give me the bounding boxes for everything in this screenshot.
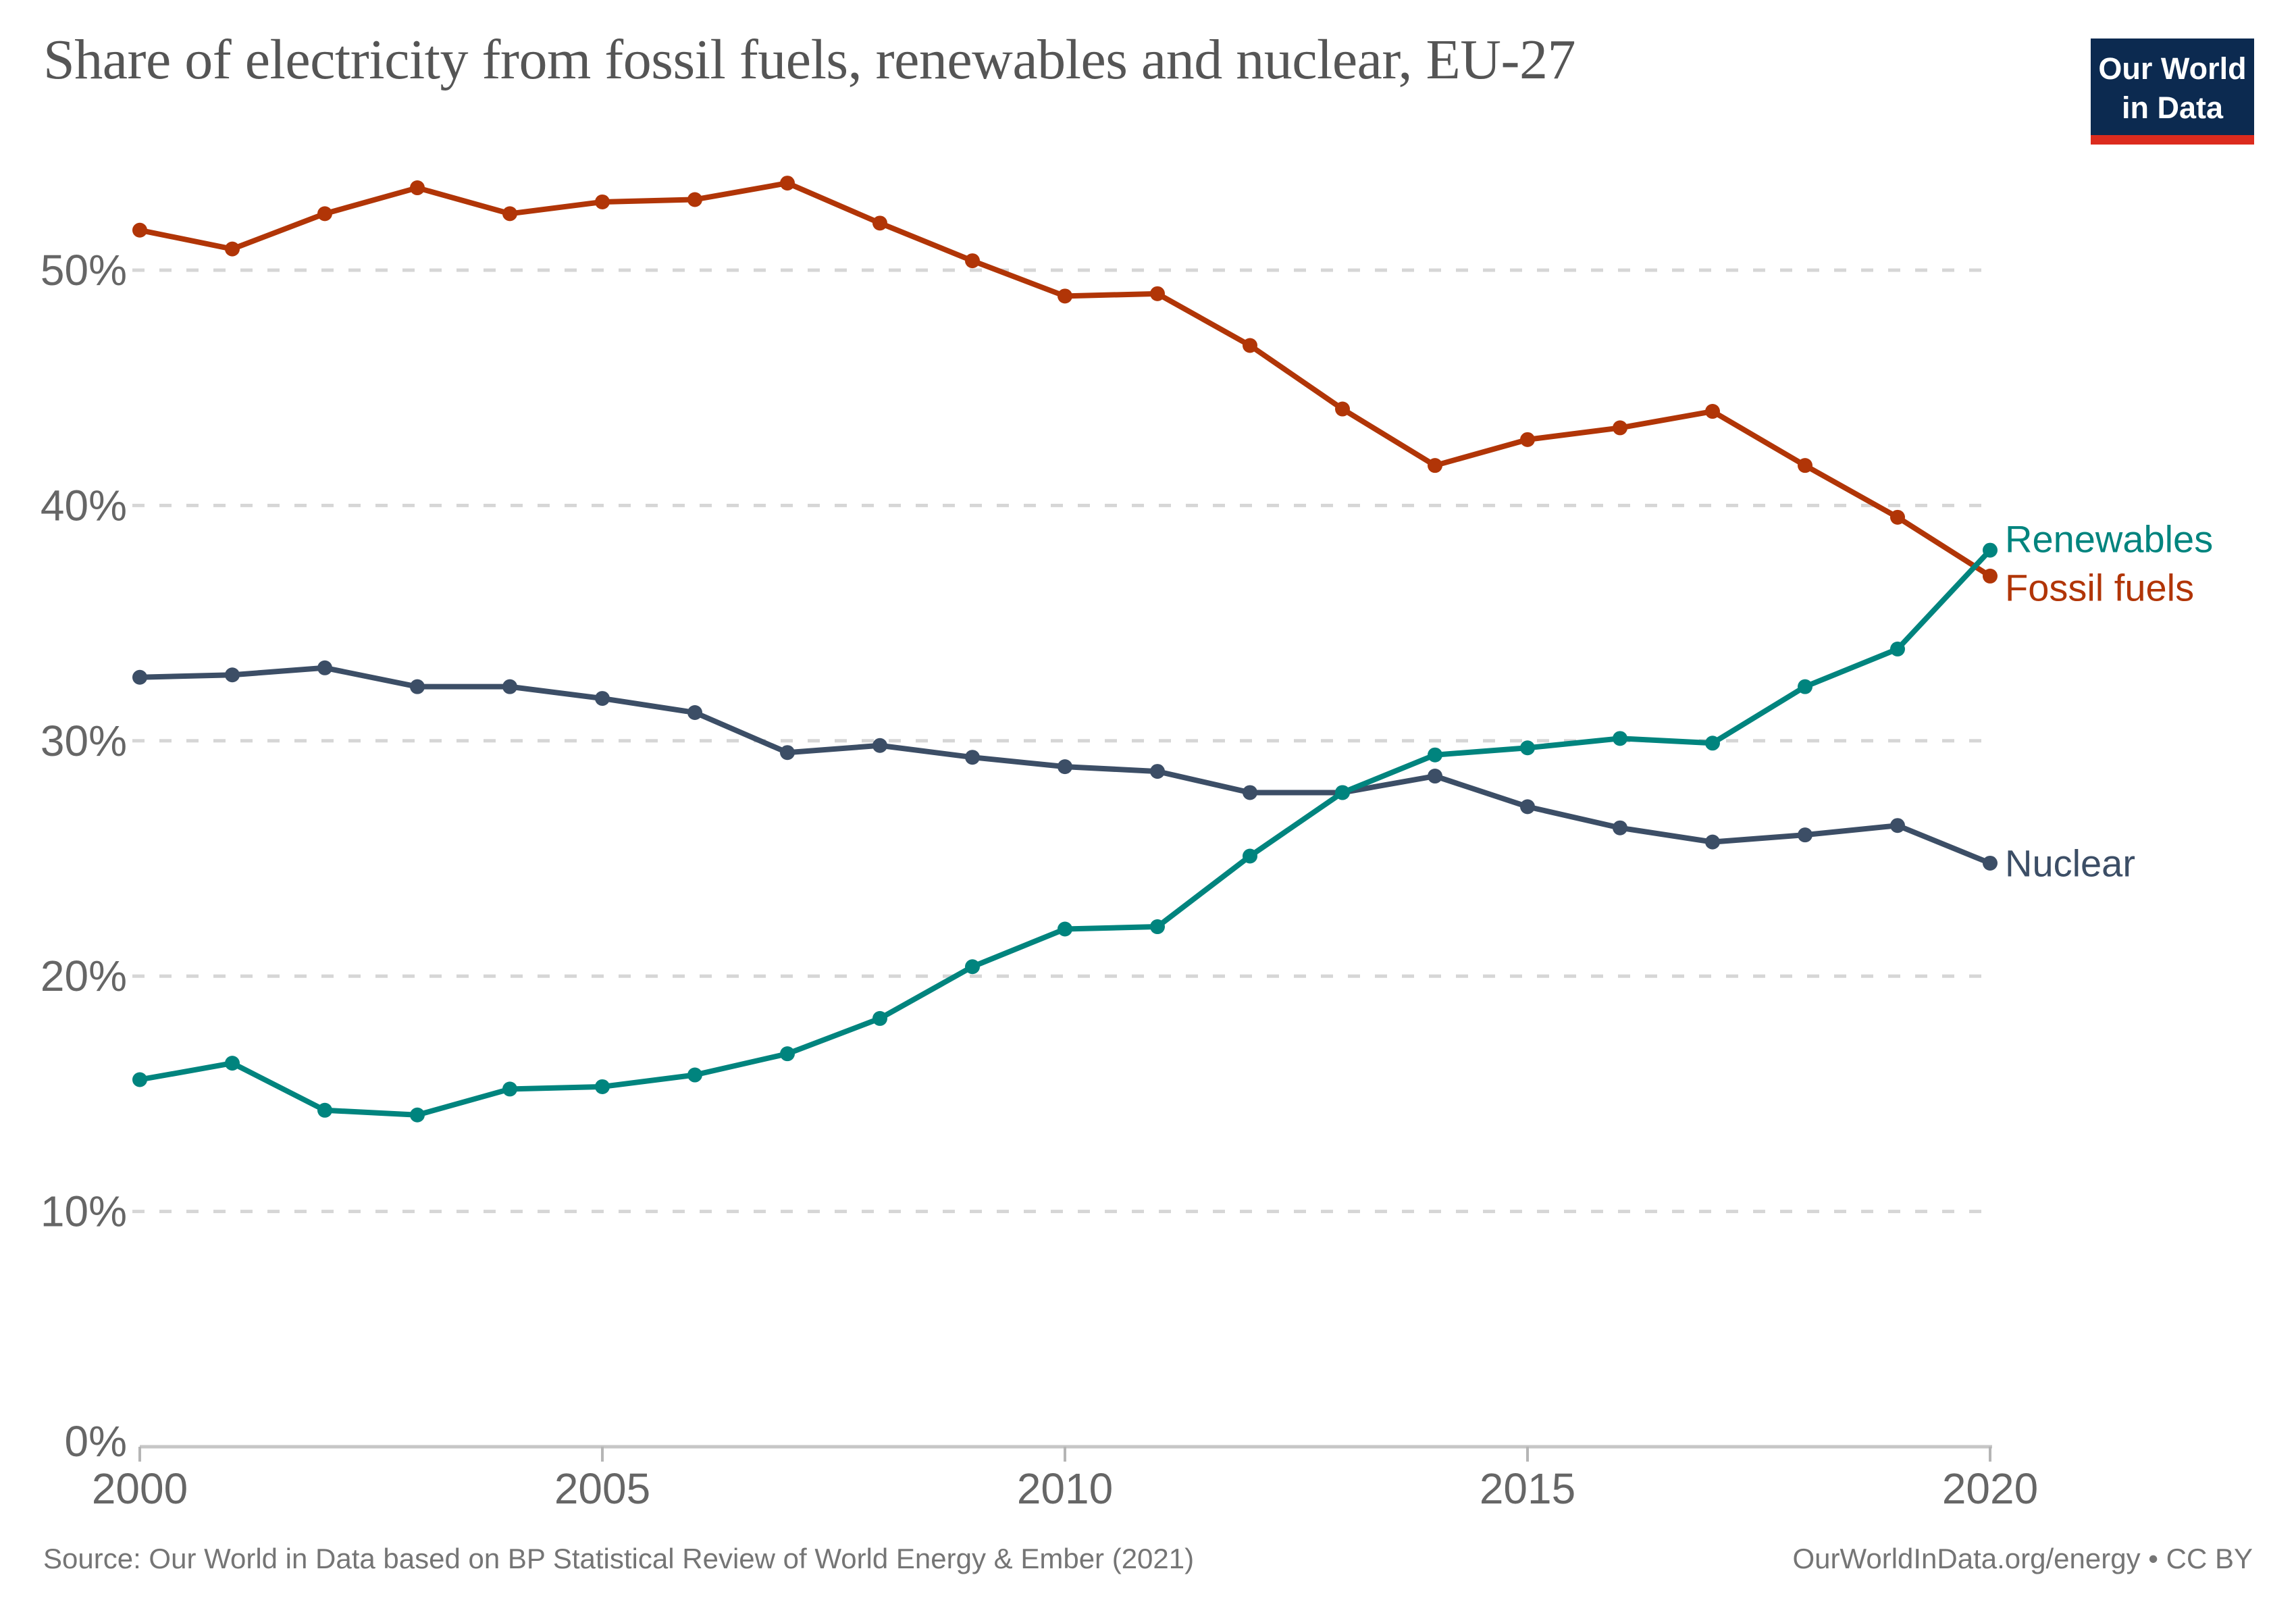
series-point-renewables-2001[interactable] (225, 1056, 240, 1071)
series-point-fossil-fuels-2002[interactable] (317, 206, 332, 222)
series-point-fossil-fuels-2015[interactable] (1520, 432, 1535, 447)
series-point-renewables-2013[interactable] (1335, 785, 1350, 800)
series-point-renewables-2004[interactable] (502, 1081, 517, 1097)
owid-logo-stripe (2091, 135, 2254, 145)
series-point-renewables-2019[interactable] (1890, 641, 1905, 657)
series-point-fossil-fuels-2006[interactable] (687, 192, 702, 207)
series-point-nuclear-2016[interactable] (1613, 820, 1627, 835)
series-point-renewables-2010[interactable] (1058, 921, 1072, 937)
series-point-fossil-fuels-2007[interactable] (780, 176, 795, 191)
series-point-nuclear-2015[interactable] (1520, 799, 1535, 815)
series-point-fossil-fuels-2019[interactable] (1890, 509, 1905, 525)
series-end-label-nuclear[interactable]: Nuclear (2005, 842, 2135, 884)
series-point-renewables-2000[interactable] (132, 1072, 147, 1087)
series-point-fossil-fuels-2000[interactable] (132, 222, 147, 238)
series-point-renewables-2014[interactable] (1428, 747, 1442, 763)
series-point-nuclear-2005[interactable] (595, 691, 610, 706)
series-point-renewables-2009[interactable] (965, 959, 980, 975)
x-tick-label-2005: 2005 (554, 1464, 650, 1513)
series-point-nuclear-2008[interactable] (872, 738, 887, 753)
series-point-renewables-2002[interactable] (317, 1102, 332, 1118)
y-tick-label-20: 20% (41, 952, 127, 1000)
series-point-renewables-2005[interactable] (595, 1079, 610, 1094)
y-tick-label-0: 0% (65, 1417, 128, 1466)
series-point-fossil-fuels-2012[interactable] (1243, 338, 1257, 353)
series-point-renewables-2016[interactable] (1613, 731, 1627, 746)
credit-link[interactable]: OurWorldInData.org/energy • CC BY (1792, 1543, 2253, 1574)
series-point-fossil-fuels-2018[interactable] (1798, 458, 1812, 473)
series-point-fossil-fuels-2001[interactable] (225, 241, 240, 257)
series-end-label-fossil-fuels[interactable]: Fossil fuels (2005, 566, 2194, 609)
series-point-fossil-fuels-2014[interactable] (1428, 458, 1442, 473)
series-point-nuclear-2014[interactable] (1428, 769, 1442, 784)
owid-logo-line1: Our World (2098, 51, 2247, 86)
series-line-renewables[interactable] (137, 547, 1993, 1118)
series-point-nuclear-2006[interactable] (687, 704, 702, 720)
y-tick-label-40: 40% (41, 481, 127, 530)
owid-logo[interactable]: Our World in Data (2091, 38, 2254, 145)
series-point-fossil-fuels-2016[interactable] (1613, 420, 1627, 436)
series-point-fossil-fuels-2011[interactable] (1150, 286, 1165, 301)
series-point-nuclear-2004[interactable] (502, 679, 517, 694)
series-point-renewables-2017[interactable] (1705, 736, 1720, 751)
series-point-fossil-fuels-2008[interactable] (872, 215, 887, 231)
x-tick-label-2000: 2000 (92, 1464, 188, 1513)
series-point-fossil-fuels-2004[interactable] (502, 206, 517, 222)
series-point-renewables-2011[interactable] (1150, 919, 1165, 935)
series-point-nuclear-2019[interactable] (1890, 818, 1905, 833)
series-point-fossil-fuels-2010[interactable] (1058, 288, 1072, 304)
series-point-nuclear-2012[interactable] (1243, 785, 1257, 800)
x-tick-label-2020: 2020 (1942, 1464, 2038, 1513)
series-point-renewables-2012[interactable] (1243, 848, 1257, 864)
y-tick-label-30: 30% (41, 717, 127, 765)
series-point-nuclear-2009[interactable] (965, 750, 980, 765)
chart-title: Share of electricity from fossil fuels, … (43, 28, 1575, 91)
chart-footer: Source: Our World in Data based on BP St… (43, 1543, 2253, 1575)
series-point-renewables-2006[interactable] (687, 1067, 702, 1083)
y-tick-label-10: 10% (41, 1187, 127, 1236)
series-point-nuclear-2018[interactable] (1798, 827, 1812, 843)
series-point-nuclear-2001[interactable] (225, 667, 240, 683)
owid-logo-line2: in Data (2121, 90, 2224, 125)
x-tick-label-2010: 2010 (1017, 1464, 1113, 1513)
series-point-fossil-fuels-2003[interactable] (410, 180, 425, 196)
series-point-nuclear-2011[interactable] (1150, 764, 1165, 779)
series-point-nuclear-2003[interactable] (410, 679, 425, 694)
owid-logo-text: Our World in Data (2091, 38, 2254, 136)
series-point-fossil-fuels-2013[interactable] (1335, 401, 1350, 417)
series-point-nuclear-2000[interactable] (132, 669, 147, 685)
series-point-fossil-fuels-2005[interactable] (595, 194, 610, 209)
series-point-nuclear-2020[interactable] (1983, 855, 1998, 871)
x-tick-label-2015: 2015 (1480, 1464, 1575, 1513)
series-point-renewables-2015[interactable] (1520, 740, 1535, 756)
series-point-fossil-fuels-2020[interactable] (1983, 568, 1998, 584)
series-line-fossil-fuels[interactable] (137, 180, 1993, 579)
series-point-renewables-2020[interactable] (1983, 542, 1998, 558)
series-point-nuclear-2010[interactable] (1058, 759, 1072, 775)
series-point-fossil-fuels-2017[interactable] (1705, 404, 1720, 419)
series-end-label-renewables[interactable]: Renewables (2005, 517, 2213, 560)
series-point-nuclear-2007[interactable] (780, 745, 795, 761)
series-point-renewables-2003[interactable] (410, 1107, 425, 1123)
series-point-renewables-2007[interactable] (780, 1046, 795, 1062)
series-point-renewables-2008[interactable] (872, 1010, 887, 1026)
series-point-nuclear-2017[interactable] (1705, 834, 1720, 850)
series-point-fossil-fuels-2009[interactable] (965, 253, 980, 269)
series-point-renewables-2018[interactable] (1798, 679, 1812, 694)
series-point-nuclear-2002[interactable] (317, 660, 332, 675)
y-tick-label-50: 50% (41, 246, 127, 294)
source-note: Source: Our World in Data based on BP St… (43, 1543, 1195, 1574)
